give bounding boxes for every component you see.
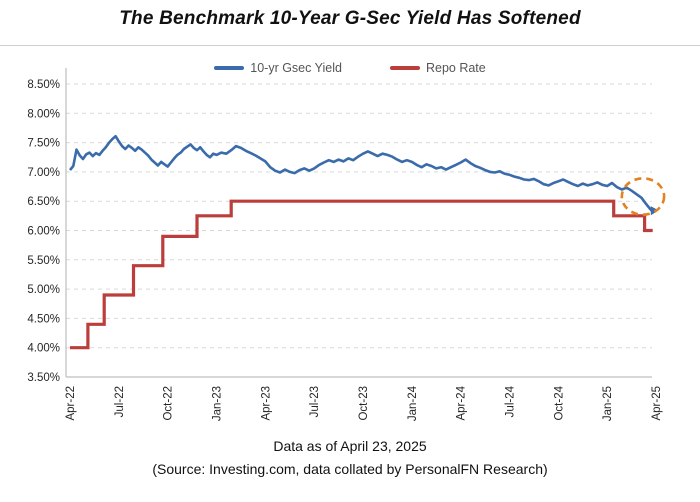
- x-axis-labels: Apr-22 Jul-22 Oct-22 Jan-23 Apr-23 Jul-23 Oct-…: [65, 385, 663, 421]
- y-tick-label: 6.50%: [27, 196, 60, 208]
- x-tick-label: Apr-25: [651, 386, 663, 421]
- footer-source: (Source: Investing.com, data collated by…: [152, 461, 548, 477]
- y-tick-label: 8.00%: [27, 108, 60, 120]
- gsec-yield-line: [68, 134, 654, 213]
- x-tick-label: Apr-24: [456, 385, 468, 420]
- gsec-line-swatch-icon: [214, 66, 245, 70]
- legend-item-repo: Repo Rate: [389, 61, 486, 75]
- chart-legend: 10-yr Gsec Yield Repo Rate: [0, 61, 700, 75]
- repo-rate-line: [70, 199, 653, 350]
- x-tick-label: Jan-24: [407, 385, 419, 421]
- y-tick-label: 4.50%: [27, 313, 60, 325]
- x-tick-label: Jul-22: [114, 386, 126, 417]
- x-tick-label: Apr-22: [65, 386, 77, 421]
- legend-label-repo: Repo Rate: [425, 61, 486, 75]
- line-chart: 8.50% 8.00% 7.50% 7.00% 6.50% 6.00% 5.50% 5.00%…: [27, 68, 666, 421]
- y-tick-label: 5.00%: [27, 284, 60, 296]
- y-tick-label: 8.50%: [27, 79, 60, 91]
- softening-annotation-circle: [620, 177, 666, 216]
- y-tick-label: 7.50%: [27, 138, 60, 150]
- x-tick-label: Oct-22: [163, 386, 175, 421]
- legend-item-gsec: 10-yr Gsec Yield: [214, 61, 342, 75]
- y-tick-label: 3.50%: [27, 372, 60, 384]
- x-tick-label: Apr-23: [260, 386, 272, 421]
- y-tick-label: 7.00%: [27, 167, 60, 179]
- x-tick-label: Jul-24: [505, 385, 517, 417]
- legend-label-gsec: 10-yr Gsec Yield: [250, 61, 342, 75]
- x-tick-label: Jan-23: [212, 386, 224, 421]
- y-tick-label: 6.00%: [27, 226, 60, 238]
- x-tick-label: Jan-25: [602, 386, 614, 421]
- x-tick-label: Oct-23: [358, 386, 370, 421]
- repo-line-swatch-icon: [389, 66, 420, 70]
- x-tick-label: Jul-23: [309, 386, 321, 417]
- y-axis-labels: 8.50% 8.00% 7.50% 7.00% 6.50% 6.00% 5.50% 5.00%…: [27, 79, 60, 384]
- gridlines: [66, 83, 652, 349]
- footer-date: Data as of April 23, 2025: [273, 438, 427, 454]
- y-tick-label: 5.50%: [27, 255, 60, 267]
- y-tick-label: 4.00%: [27, 343, 60, 355]
- x-tick-label: Oct-24: [553, 385, 565, 420]
- title-divider: [0, 45, 700, 46]
- axes: [65, 68, 652, 378]
- page-title: The Benchmark 10-Year G-Sec Yield Has So…: [119, 8, 581, 29]
